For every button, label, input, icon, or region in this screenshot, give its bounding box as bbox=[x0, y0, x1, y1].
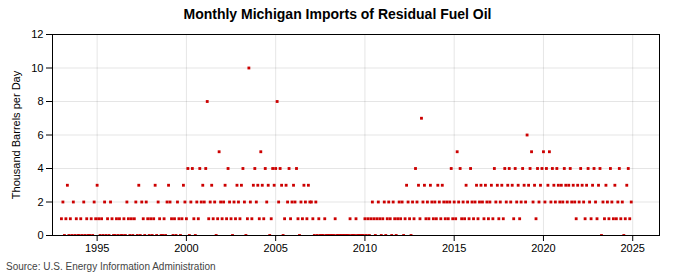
svg-text:2000: 2000 bbox=[174, 242, 198, 254]
svg-text:2010: 2010 bbox=[353, 242, 377, 254]
svg-text:12: 12 bbox=[31, 28, 43, 40]
svg-text:2015: 2015 bbox=[442, 242, 466, 254]
svg-text:0: 0 bbox=[37, 229, 43, 241]
svg-text:6: 6 bbox=[37, 129, 43, 141]
svg-text:2025: 2025 bbox=[620, 242, 644, 254]
svg-text:2: 2 bbox=[37, 196, 43, 208]
svg-text:8: 8 bbox=[37, 95, 43, 107]
svg-text:2020: 2020 bbox=[531, 242, 555, 254]
svg-text:10: 10 bbox=[31, 62, 43, 74]
svg-text:1995: 1995 bbox=[85, 242, 109, 254]
html-text:Source: U.S. Energy Informatio: Source: U.S. Energy Information Administ… bbox=[6, 261, 216, 272]
html-text:Monthly Michigan Imports of Re: Monthly Michigan Imports of Residual Fue… bbox=[183, 6, 492, 22]
svg-text:2005: 2005 bbox=[263, 242, 287, 254]
svg-text:Thousand Barrels per Day: Thousand Barrels per Day bbox=[10, 70, 22, 199]
svg-text:4: 4 bbox=[37, 162, 43, 174]
